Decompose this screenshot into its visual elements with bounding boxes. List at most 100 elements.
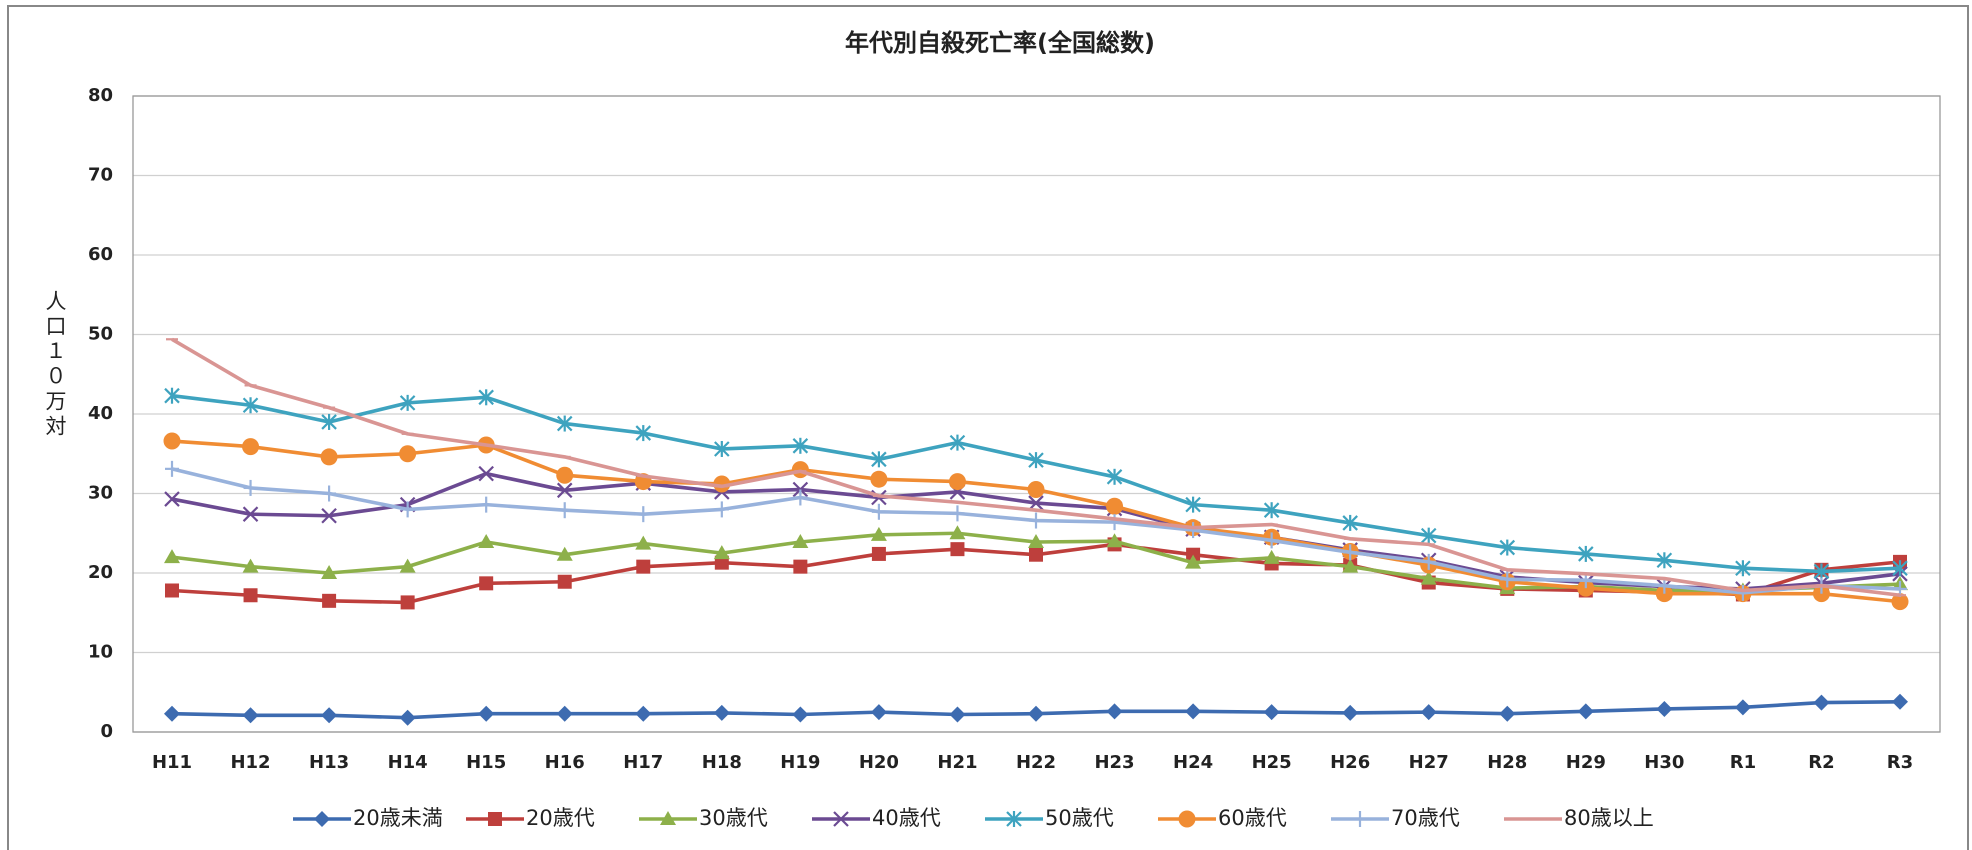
marker-shape — [1185, 554, 1202, 569]
marker — [1342, 514, 1358, 531]
x-tick-label: H17 — [623, 752, 663, 773]
marker-shape — [950, 542, 965, 557]
marker — [1263, 549, 1280, 564]
marker — [1029, 512, 1043, 529]
marker — [1264, 532, 1279, 549]
marker — [793, 489, 808, 506]
marker — [1029, 547, 1043, 562]
marker-shape — [636, 559, 651, 574]
marker-shape — [242, 707, 259, 724]
marker — [1577, 703, 1594, 720]
marker — [321, 507, 337, 524]
marker-shape — [1263, 704, 1280, 721]
x-tick-label: H29 — [1566, 752, 1606, 773]
marker — [1813, 694, 1830, 711]
marker-shape — [314, 811, 330, 827]
marker — [478, 389, 494, 406]
marker-shape — [478, 705, 495, 722]
marker — [1263, 704, 1280, 721]
marker-shape — [1420, 704, 1437, 721]
marker — [1735, 560, 1751, 577]
marker-shape — [948, 473, 966, 491]
marker — [165, 583, 179, 598]
marker — [557, 574, 572, 589]
marker-shape — [556, 705, 573, 722]
marker-shape — [478, 533, 495, 548]
marker-shape — [870, 704, 887, 721]
marker-shape — [321, 565, 338, 579]
marker — [556, 466, 574, 484]
marker-shape — [1263, 549, 1280, 564]
x-tick-label: H21 — [937, 752, 977, 773]
marker — [479, 576, 494, 591]
marker-stroke — [556, 482, 573, 499]
marker — [1027, 481, 1045, 499]
marker-stroke — [321, 507, 337, 524]
marker — [1813, 563, 1830, 580]
marker-shape — [1420, 570, 1437, 585]
x-tick-label: H28 — [1487, 752, 1527, 773]
marker — [714, 555, 729, 570]
marker — [478, 705, 495, 722]
marker-shape — [242, 438, 260, 456]
marker-shape — [488, 812, 502, 826]
marker — [1185, 554, 1202, 569]
x-tick-label: H16 — [545, 752, 585, 773]
marker — [243, 479, 258, 496]
marker — [792, 437, 809, 454]
marker — [870, 470, 888, 488]
marker-shape — [1185, 703, 1202, 720]
marker — [1186, 522, 1201, 539]
marker — [714, 440, 730, 457]
marker — [1892, 560, 1908, 577]
marker — [242, 506, 259, 522]
x-tick-label: H11 — [152, 752, 192, 773]
marker — [1657, 577, 1672, 594]
marker — [163, 432, 181, 450]
marker — [1028, 452, 1044, 469]
marker-shape — [1892, 693, 1908, 710]
marker — [399, 394, 416, 411]
marker-shape — [1891, 593, 1909, 611]
marker-shape — [164, 705, 180, 722]
marker-shape — [556, 546, 573, 561]
marker — [793, 559, 808, 574]
marker — [242, 397, 259, 414]
marker — [478, 533, 495, 548]
legend-label: 40歳代 — [872, 806, 941, 830]
plot-border — [132, 95, 1941, 733]
x-tick-label: H26 — [1330, 752, 1370, 773]
marker — [321, 413, 337, 430]
marker-stroke — [478, 465, 494, 482]
y-tick-label: 0 — [100, 721, 113, 742]
x-tick-label: H24 — [1173, 752, 1213, 773]
marker — [164, 387, 180, 404]
x-tick-label: H30 — [1644, 752, 1684, 773]
marker — [1263, 502, 1280, 519]
y-tick-label: 20 — [88, 562, 113, 583]
x-tick-label: H20 — [859, 752, 899, 773]
y-tick-label: 10 — [88, 642, 113, 663]
marker-shape — [242, 558, 259, 573]
marker — [399, 558, 416, 573]
marker — [1106, 468, 1123, 485]
marker — [1028, 705, 1044, 722]
marker — [556, 415, 573, 432]
marker — [635, 705, 652, 722]
marker — [1734, 699, 1751, 716]
x-tick-label: H15 — [466, 752, 506, 773]
marker — [321, 565, 338, 579]
marker-shape — [1106, 497, 1124, 515]
marker — [792, 533, 809, 548]
marker — [833, 811, 849, 827]
marker — [320, 448, 338, 466]
marker — [1006, 811, 1022, 827]
x-tick-label: R1 — [1730, 752, 1756, 773]
marker — [1342, 704, 1359, 721]
marker — [1420, 704, 1437, 721]
marker — [478, 465, 494, 482]
marker — [399, 709, 416, 726]
marker — [164, 705, 180, 722]
legend-label: 60歳代 — [1218, 806, 1287, 830]
